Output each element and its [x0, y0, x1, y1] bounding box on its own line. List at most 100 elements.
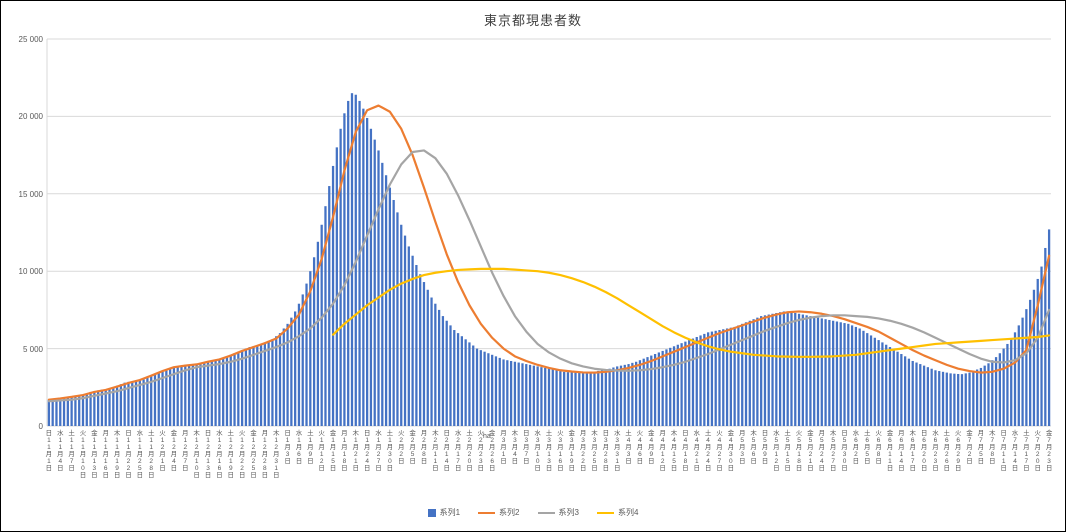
line-marker-icon — [596, 511, 614, 514]
legend-label: 系列3 — [558, 508, 579, 517]
legend-label: 系列2 — [499, 508, 520, 517]
legend-item-series3[interactable]: 系列3 — [537, 507, 579, 518]
legend-item-series1[interactable]: 系列1 — [427, 507, 460, 518]
y-tick-label: 5 000 — [22, 345, 43, 354]
line-marker-icon — [478, 511, 496, 514]
chart-legend: 系列1 系列2 系列3 系列4 — [1, 507, 1065, 518]
y-tick-label: 0 — [38, 422, 43, 431]
chart-title: 東京都現患者数 — [483, 13, 582, 28]
legend-item-series2[interactable]: 系列2 — [478, 507, 520, 518]
bar-series[interactable] — [47, 93, 1051, 427]
line-series-系列3[interactable] — [47, 149, 1051, 403]
legend-item-series4[interactable]: 系列4 — [596, 507, 639, 518]
legend-label: 系列4 — [617, 508, 639, 517]
line-series-系列2[interactable] — [47, 104, 1051, 401]
line-series-系列4[interactable] — [331, 267, 1051, 358]
bar-marker-icon — [427, 508, 436, 517]
y-tick-label: 25 000 — [18, 35, 43, 44]
y-tick-label: 20 000 — [18, 112, 43, 121]
